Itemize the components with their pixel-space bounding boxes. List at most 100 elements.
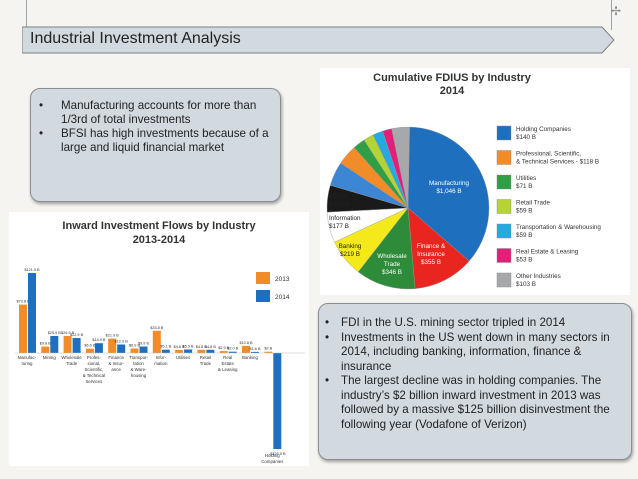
legend-swatch (496, 174, 512, 190)
bar-value-label: $6.9 B (129, 344, 140, 348)
bar-chart: Inward Investment Flows by Industry 2013… (15, 220, 305, 464)
pie-label-finance: Finance & (417, 243, 446, 250)
bar-value-label: $33.8 B (150, 326, 164, 330)
summary-box-left: Manufacturing accounts for more than 1/3… (30, 88, 281, 202)
slide-title-banner: Industrial Investment Analysis (22, 26, 616, 54)
bar-value-label: $9.8 B (40, 342, 51, 346)
bullet-item: The largest decline was in holding compa… (319, 374, 623, 432)
title-arrow-shape (22, 26, 615, 54)
bar-2014-9 (228, 351, 237, 353)
legend-label: Other Industries (516, 273, 561, 280)
category-label: Transpor- (129, 355, 148, 360)
bar-value-label: $73.8 B (16, 300, 30, 304)
bar-2013-11 (264, 351, 273, 353)
legend-value: & Technical Services - $118 B (516, 159, 599, 166)
category-label: tation (133, 361, 144, 366)
bullet-item: Investments in the US went down in many … (319, 331, 623, 375)
legend-label: Utilities (516, 175, 536, 182)
category-label: & Leasing (218, 367, 238, 372)
legend-swatch (496, 272, 512, 288)
pie-chart-panel: Cumulative FDIUS by Industry 2014 Manufa… (320, 68, 630, 295)
bar-value-label: $4.6 B (174, 345, 185, 349)
bullet-item: Manufacturing accounts for more than 1/3… (31, 99, 280, 127)
pie-label-mining: Mining (329, 193, 348, 200)
bullet-item: FDI in the U.S. mining sector tripled in… (319, 316, 623, 331)
bar-chart-title-line2: 2013-2014 (133, 234, 186, 246)
pie-chart: Cumulative FDIUS by Industry 2014 Manufa… (326, 72, 601, 290)
bar-2013-10 (242, 345, 250, 353)
pie-label-wholesale: $346 B (382, 269, 402, 276)
category-label: Services (85, 379, 103, 384)
category-label: Utilities (176, 355, 191, 360)
bar-series: $73.8 B $121.9 B Manufac-turing $9.8 B $25.9… (15, 268, 305, 464)
pie-label-mining: $155 B (329, 201, 349, 208)
category-label: Real (223, 355, 232, 360)
legend-label: Retail Trade (516, 200, 550, 207)
bar-2014-1 (50, 336, 59, 353)
bar-value-label: $25.9 B (48, 331, 62, 335)
category-label: mation (154, 361, 168, 366)
legend-value: $140 B (516, 134, 536, 141)
legend-label-2014: 2014 (275, 294, 290, 301)
category-label: Retail (200, 355, 211, 360)
category-label: & Insur- (109, 361, 125, 366)
category-label: Estate (221, 361, 234, 366)
bar-2014-8 (206, 349, 215, 353)
bar-value-label: $14.9 B (92, 338, 106, 342)
bar-2014-11 (273, 353, 282, 449)
bar-value-label: $22.9 B (70, 333, 84, 337)
legend-swatch (496, 150, 512, 165)
legend-value: $53 B (516, 257, 532, 264)
legend-label-2013: 2013 (275, 276, 290, 283)
pie-label-information: Information (329, 215, 361, 222)
bar-value-label: $2.9 B (218, 346, 229, 350)
bar-chart-title-line1: Inward Investment Flows by Industry (62, 220, 256, 232)
category-label: Companies (261, 459, 284, 464)
bar-2013-0 (19, 304, 27, 353)
legend-swatch (496, 248, 512, 263)
pie-title-line2: 2014 (440, 85, 465, 97)
bar-2014-3 (94, 343, 103, 353)
bar-2013-8 (197, 349, 206, 353)
pie-label-banking: Banking (339, 243, 362, 250)
category-label: & Technical (83, 373, 105, 378)
bar-value-label: -$125.5 B (269, 452, 286, 456)
category-label: Mining (43, 355, 56, 360)
bar-value-label: $5.1 B (160, 345, 171, 349)
category-label: Trade (66, 361, 78, 366)
pie-label-wholesale: Wholesale (377, 253, 407, 260)
bar-value-label: $2.0 B (227, 347, 238, 351)
bar-value-label: $2 B (264, 347, 272, 351)
pie-slice-manufacturing (407, 126, 490, 262)
right-rule (611, 0, 612, 30)
bar-2013-9 (219, 351, 228, 353)
bar-2014-0 (28, 273, 36, 353)
category-label: housing (131, 373, 147, 378)
bar-value-label: $6.6 B (84, 344, 95, 348)
bar-value-label: $121.9 B (24, 268, 40, 272)
pie-legend: Holding Companies$140 B Professional, Sci… (496, 125, 601, 288)
pie-label-information: $177 B (329, 223, 349, 230)
page-title: Industrial Investment Analysis (30, 30, 241, 47)
category-label: Scientific, (85, 367, 104, 372)
bar-2014-10 (251, 351, 259, 353)
legend-value: $59 B (516, 208, 532, 215)
legend-value: $59 B (516, 232, 532, 239)
bar-value-label: $4.8 B (205, 345, 216, 349)
category-label: Holding (265, 453, 280, 458)
bar-legend: 2013 2014 (256, 272, 290, 302)
pie-title-line1: Cumulative FDIUS by Industry (373, 72, 532, 84)
pie-slices (326, 126, 490, 290)
category-label: sional, (88, 361, 101, 366)
category-label: ance (111, 367, 121, 372)
bar-2013-2 (63, 336, 72, 353)
category-label: Profes- (87, 355, 102, 360)
bullet-item: BFSI has high investments because of a l… (31, 127, 280, 155)
bar-2013-3 (85, 348, 94, 353)
bar-value-label: $5.3 B (183, 345, 194, 349)
category-label: Finance (108, 355, 124, 360)
summary-box-right: FDI in the U.S. mining sector tripled in… (318, 303, 632, 460)
pie-slice-wholesale (357, 207, 416, 290)
pie-label-manufacturing: $1,046 B (436, 188, 461, 195)
bar-2013-5 (130, 348, 139, 353)
